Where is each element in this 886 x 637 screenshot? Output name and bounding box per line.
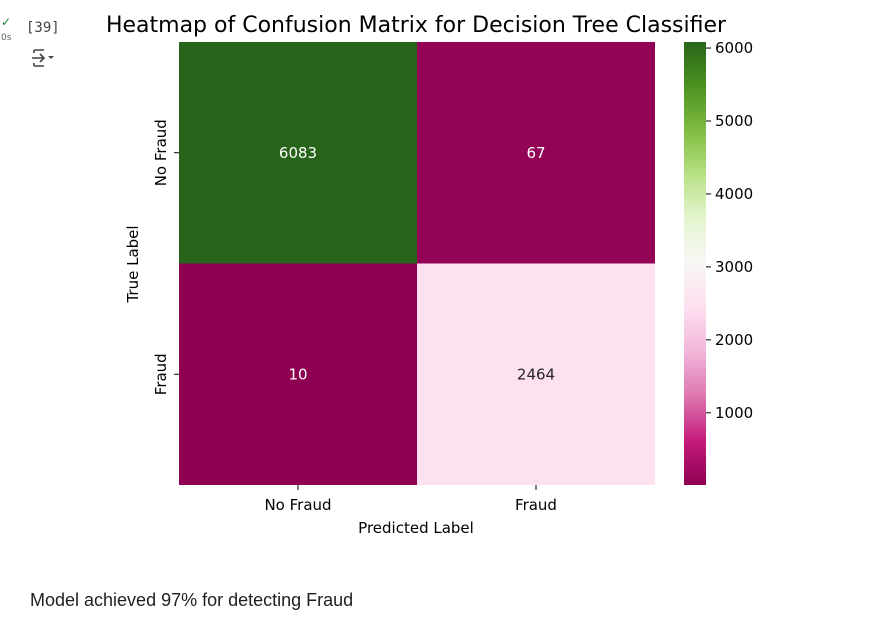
y-tick-label: Fraud — [152, 353, 170, 395]
colorbar-tick-label: 4000 — [715, 185, 753, 203]
colorbar-tick-label: 5000 — [715, 112, 753, 130]
cell-value-label: 10 — [288, 365, 307, 383]
x-tick-label: No Fraud — [264, 496, 331, 514]
heatmap-cell — [179, 42, 417, 264]
execution-count: [39] — [26, 20, 60, 36]
heatmap-chart: Heatmap of Confusion Matrix for Decision… — [106, 13, 753, 537]
colorbar-tick-label: 3000 — [715, 258, 753, 276]
x-axis-label: Predicted Label — [358, 519, 474, 537]
chart-title: Heatmap of Confusion Matrix for Decision… — [106, 13, 727, 38]
colorbar-tick-label: 6000 — [715, 39, 753, 57]
heatmap-cell — [417, 263, 655, 485]
execution-time: 0s — [1, 33, 12, 43]
heatmap-cell — [179, 263, 417, 485]
confusion-matrix-heatmap: Heatmap of Confusion Matrix for Decision… — [80, 0, 780, 560]
colorbar-tick-label: 1000 — [715, 404, 753, 422]
y-tick-label: No Fraud — [152, 119, 170, 186]
output-text: Model achieved 97% for detecting Fraud — [30, 590, 354, 610]
cell-value-label: 6083 — [279, 144, 317, 162]
y-axis-label: True Label — [124, 225, 142, 303]
colorbar-tick-label: 2000 — [715, 331, 753, 349]
heatmap-cell — [417, 42, 655, 264]
cell-value-label: 67 — [526, 144, 545, 162]
x-tick-label: Fraud — [515, 496, 557, 514]
check-icon: ✓ — [1, 15, 12, 29]
colorbar — [684, 42, 706, 485]
output-toggle-icon[interactable] — [30, 46, 60, 70]
cell-value-label: 2464 — [517, 365, 555, 383]
cell-execution-area: ✓ 0s [39] — [0, 8, 80, 68]
